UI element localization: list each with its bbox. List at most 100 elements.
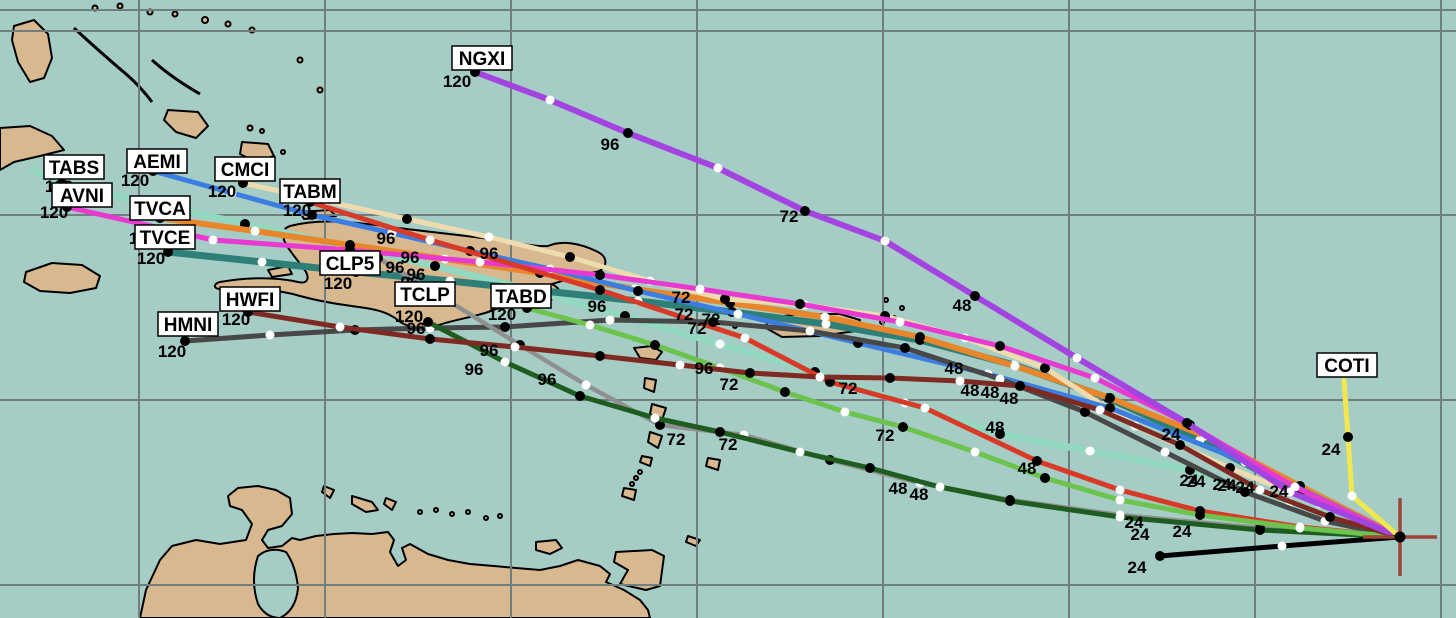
model-label-TCLP[interactable]: TCLP — [394, 281, 456, 307]
hour-dot-12h — [815, 372, 825, 382]
hour-label-CLP5-24: 24 — [1125, 513, 1144, 532]
hour-dot-24h — [623, 128, 633, 138]
hour-label-HMNI-120: 120 — [158, 342, 186, 361]
hour-dot-12h — [335, 322, 345, 332]
landmass-cuba — [0, 125, 65, 171]
hour-label-TABM-72: 72 — [839, 379, 858, 398]
hour-dot-12h — [895, 317, 905, 327]
hour-dot-12h — [955, 376, 965, 386]
hour-dot-24h — [1105, 403, 1115, 413]
hour-label-BEST-24: 24 — [1128, 558, 1147, 577]
model-label-text: COTI — [1324, 356, 1369, 377]
hour-dot-24h — [800, 206, 810, 216]
model-label-CMCI[interactable]: CMCI — [214, 156, 276, 182]
model-label-CLP5[interactable]: CLP5 — [319, 250, 381, 276]
hour-dot-24h — [1015, 381, 1025, 391]
model-label-COTI[interactable]: COTI — [1316, 352, 1378, 378]
hour-dot-12h — [740, 333, 750, 343]
model-label-text: TABM — [283, 182, 336, 203]
model-label-HWFI[interactable]: HWFI — [219, 286, 281, 312]
hour-dot-24h — [1195, 510, 1205, 520]
hour-label-CLP5-48: 48 — [889, 479, 908, 498]
hour-label-HMNI-24: 24 — [1180, 471, 1199, 490]
model-label-box — [157, 311, 219, 337]
landmass-crooked-island — [163, 109, 209, 139]
hour-label-NGXI-72: 72 — [780, 207, 799, 226]
hour-dot-24h — [1325, 512, 1335, 522]
model-label-text: HMNI — [164, 315, 213, 336]
hour-label-CMCI-24: 24 — [1187, 472, 1206, 491]
hour-dot-24h — [595, 351, 605, 361]
model-label-TABS[interactable]: TABS — [43, 154, 105, 180]
track-line-TCLP — [425, 319, 1403, 540]
hour-label-TVCA-48: 48 — [981, 383, 1000, 402]
hour-dot-24h — [1040, 473, 1050, 483]
hour-label-TCLP-72: 72 — [719, 435, 738, 454]
hour-label-TABD-96: 96 — [695, 359, 714, 378]
hour-label-TABD-120: 120 — [488, 305, 516, 324]
hour-dot-24h — [900, 343, 910, 353]
model-label-text: AVNI — [60, 186, 104, 207]
model-label-AEMI[interactable]: AEMI — [126, 148, 188, 174]
hour-label-TABM-48: 48 — [986, 418, 1005, 437]
hour-dot-24h — [995, 341, 1005, 351]
model-label-box — [134, 224, 196, 250]
hour-dot-24h — [307, 210, 317, 220]
hour-dot-24h — [500, 322, 510, 332]
model-label-HMNI[interactable]: HMNI — [157, 311, 219, 337]
hour-dot-12h — [500, 357, 510, 367]
hour-dot-12h — [585, 320, 595, 330]
hour-dot-12h — [795, 447, 805, 457]
hour-dot-24h — [715, 427, 725, 437]
model-label-AVNI[interactable]: AVNI — [51, 182, 113, 208]
hour-dot-24h — [1040, 363, 1050, 373]
model-label-TABM[interactable]: TABM — [279, 178, 341, 204]
hour-label-TABD-48: 48 — [1018, 459, 1037, 478]
landmass-barbados — [705, 457, 721, 471]
hour-dot-12h — [880, 236, 890, 246]
hour-dot-12h — [605, 315, 615, 325]
model-label-NGXI[interactable]: NGXI — [451, 45, 513, 71]
track-line-COTI — [1341, 377, 1403, 540]
hour-dot-12h — [820, 312, 830, 322]
hour-dot-12h — [970, 447, 980, 457]
model-label-text: CMCI — [221, 160, 270, 181]
hour-label-AEMI-48: 48 — [945, 359, 964, 378]
hour-dot-24h — [795, 299, 805, 309]
model-label-TVCA[interactable]: TVCA — [129, 195, 191, 221]
landmass-margarita — [535, 539, 563, 555]
hour-dot-24h — [1182, 418, 1192, 428]
hour-label-TVCA-96: 96 — [407, 265, 426, 284]
hour-dot-24h — [915, 332, 925, 342]
hour-label-TVCA-72: 72 — [688, 319, 707, 338]
model-label-TABD[interactable]: TABD — [490, 283, 552, 309]
landmass-exuma-chain — [72, 26, 154, 103]
hour-label-TVCE-24: 24 — [1236, 478, 1255, 497]
model-label-TVCE[interactable]: TVCE — [134, 224, 196, 250]
hour-dot-12h — [715, 339, 725, 349]
landmass-grenada — [621, 487, 637, 501]
hour-label-CLP5-120: 120 — [324, 274, 352, 293]
hour-dot-12h — [257, 257, 267, 267]
hour-dot-12h — [650, 413, 660, 423]
landmass-long-island — [150, 58, 201, 96]
hour-label-CMCI-120: 120 — [208, 182, 236, 201]
hour-label-CMCI-96: 96 — [401, 248, 420, 267]
model-label-box — [394, 281, 456, 307]
hour-dot-12h — [1115, 495, 1125, 505]
hour-dot-12h — [935, 482, 945, 492]
hour-dot-24h — [885, 373, 895, 383]
landmass-bonaire — [383, 497, 397, 511]
hour-label-TABD-72: 72 — [876, 426, 895, 445]
hour-dot-12h — [545, 95, 555, 105]
hour-label-HWFI-96: 96 — [480, 341, 499, 360]
hour-dot-12h — [805, 326, 815, 336]
hour-dot-12h — [1115, 512, 1125, 522]
model-label-box — [451, 45, 513, 71]
model-label-text: TVCE — [140, 228, 191, 249]
hour-label-CMCI-48: 48 — [961, 381, 980, 400]
hour-dot-24h — [655, 420, 665, 430]
